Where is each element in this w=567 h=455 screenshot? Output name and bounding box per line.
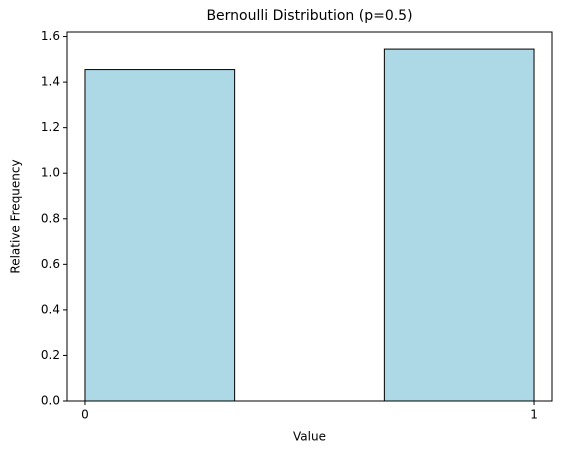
y-axis-label: Relative Frequency bbox=[9, 159, 23, 273]
y-tick-label: 1.4 bbox=[41, 75, 60, 89]
y-tick-label: 0.6 bbox=[41, 257, 60, 271]
y-tick-label: 0.0 bbox=[41, 394, 60, 408]
x-axis-label: Value bbox=[293, 430, 326, 444]
y-tick-label: 1.6 bbox=[41, 29, 60, 43]
axes-frame bbox=[66, 31, 553, 402]
y-tick-label: 1.0 bbox=[41, 166, 60, 180]
y-tick-label: 1.2 bbox=[41, 120, 60, 134]
x-tick-label: 0 bbox=[81, 408, 89, 422]
bar bbox=[383, 48, 535, 402]
y-tick-label: 0.8 bbox=[41, 211, 60, 225]
x-tick-label: 1 bbox=[530, 408, 538, 422]
y-tick-label: 0.4 bbox=[41, 302, 60, 316]
chart-title: Bernoulli Distribution (p=0.5) bbox=[206, 8, 412, 24]
y-tick-label: 0.2 bbox=[41, 348, 60, 362]
bar bbox=[84, 69, 236, 402]
